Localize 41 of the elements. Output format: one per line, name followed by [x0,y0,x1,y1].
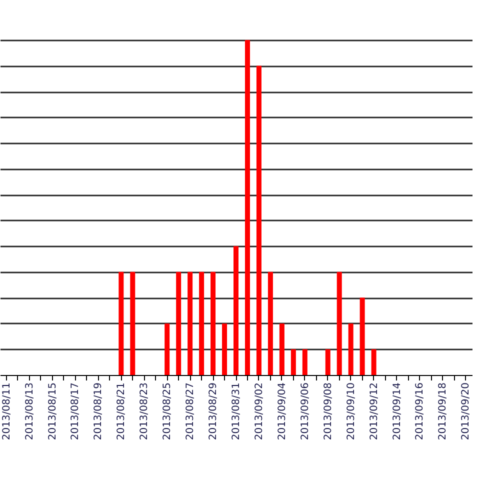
bar [164,323,170,375]
x-tick-label: 2013/09/06 [300,382,311,440]
x-tick-label: 2013/09/16 [414,382,426,440]
bar [302,349,308,375]
bar [118,272,124,375]
x-tick-label: 2013/09/12 [368,382,380,440]
bar [176,272,182,375]
bar [325,349,330,375]
x-tick-label: 2013/08/23 [139,382,150,440]
x-tick-label: 2013/08/11 [1,382,12,440]
x-tick-label: 2013/08/27 [185,382,196,440]
x-tick-label: 2013/08/31 [231,382,242,440]
x-tick-label: 2013/09/14 [392,382,403,440]
x-tick-label: 2013/08/19 [93,382,104,440]
x-tick-label: 2013/09/04 [276,382,288,440]
bar [336,272,342,375]
x-tick-label: 2013/08/25 [162,382,174,440]
bar [234,246,238,375]
bar [348,323,354,375]
x-tick-label: 2013/09/10 [346,382,357,440]
x-tick-label: 2013/09/20 [460,382,472,440]
bar [290,349,296,375]
x-tick-label: 2013/08/17 [70,382,82,440]
x-tick-label: 2013/09/02 [254,382,265,440]
bar [222,323,228,375]
bar [130,272,136,375]
bar [360,298,365,375]
bar [188,272,193,375]
bar [210,272,216,375]
x-tick-label: 2013/09/08 [322,382,334,440]
bar [279,323,284,375]
bar [371,349,376,375]
x-tick-label: 2013/08/29 [208,382,220,440]
x-tick-label: 2013/09/18 [438,382,449,440]
x-tick-label: 2013/08/13 [24,382,36,440]
bar [256,66,262,375]
bar [268,272,273,375]
x-tick-label: 2013/08/21 [116,382,128,440]
bar [199,272,204,375]
bar [244,40,250,375]
x-tick-label: 2013/08/15 [47,382,58,440]
